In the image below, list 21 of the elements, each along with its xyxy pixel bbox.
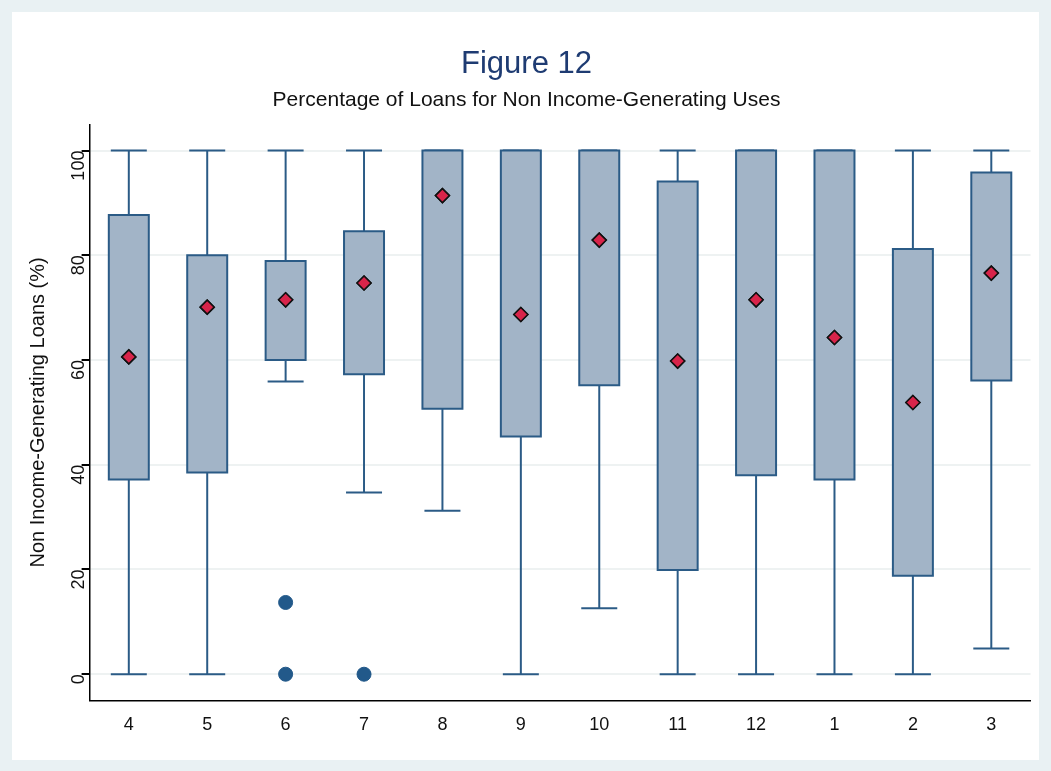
- x-tick-label: 5: [202, 714, 213, 735]
- y-tick-label: 0: [67, 674, 88, 685]
- y-tick-label: 60: [67, 360, 88, 381]
- x-tick-label: 10: [589, 714, 610, 735]
- chart-title: Figure 12: [461, 45, 592, 81]
- y-tick-label: 100: [67, 150, 88, 181]
- x-tick-label: 4: [123, 714, 134, 735]
- x-tick-label: 8: [437, 714, 448, 735]
- x-tick-label: 7: [359, 714, 370, 735]
- chart-subtitle: Percentage of Loans for Non Income-Generating Uses: [272, 86, 781, 110]
- y-tick-label: 80: [67, 255, 88, 276]
- y-tick-label: 20: [67, 569, 88, 590]
- x-tick-label: 2: [907, 714, 918, 735]
- x-tick-label: 11: [668, 714, 688, 735]
- y-axis-title: Non Income-Generating Loans (%): [25, 257, 48, 568]
- y-tick-label: 40: [67, 464, 88, 485]
- x-tick-label: 1: [829, 714, 840, 735]
- x-tick-label: 6: [280, 714, 291, 735]
- x-tick-label: 3: [986, 714, 997, 735]
- x-tick-label: 12: [746, 714, 767, 735]
- x-tick-label: 9: [515, 714, 526, 735]
